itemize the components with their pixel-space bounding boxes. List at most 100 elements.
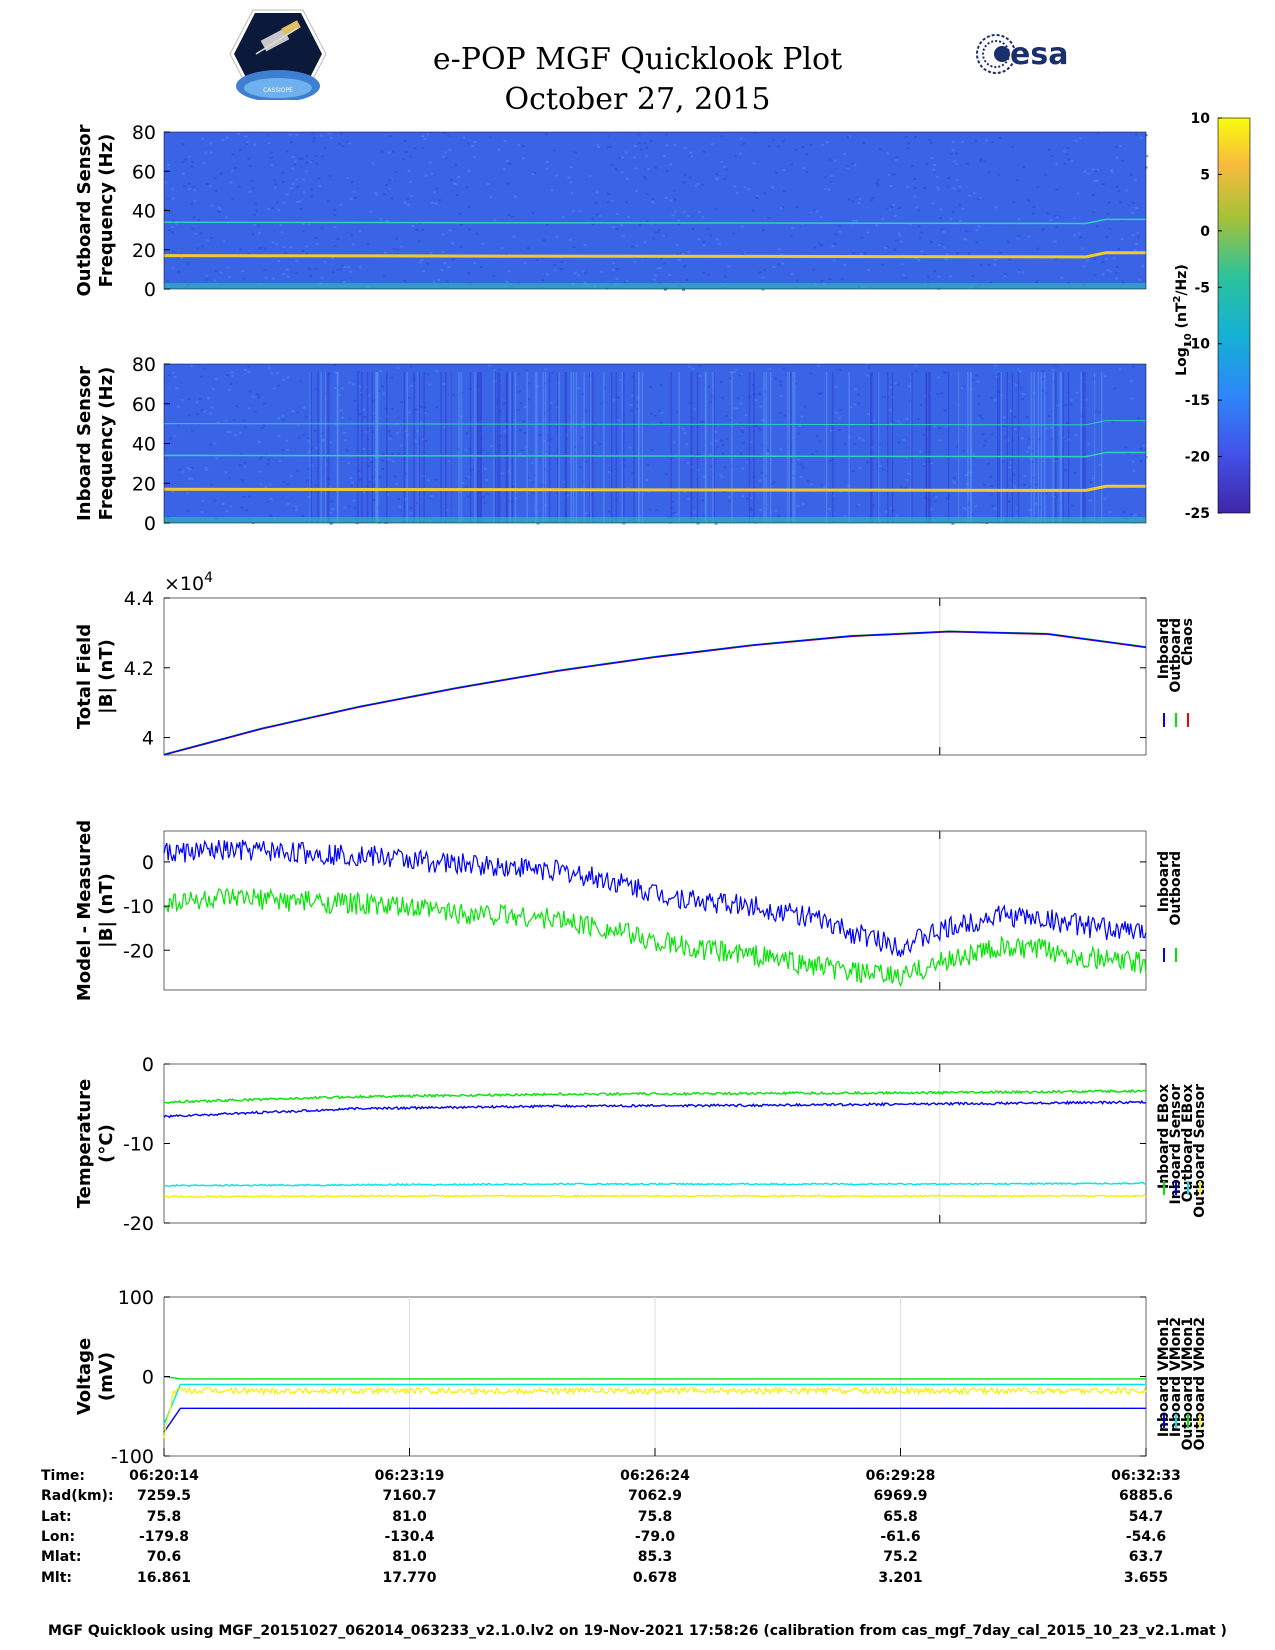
inboard-spectrogram-speckle [257, 440, 261, 443]
outboard-spectrogram-speckle [1115, 266, 1119, 269]
voltage-ytick-label: 100 [118, 1287, 154, 1309]
outboard-spectrogram-speckle [1136, 231, 1140, 234]
outboard-spectrogram-speckle [380, 150, 384, 153]
inboard-spectrogram-speckle [849, 406, 853, 409]
outboard-spectrogram-speckle [1101, 273, 1105, 276]
inboard-spectrogram-speckle [549, 453, 553, 456]
outboard-spectrogram-speckle [584, 271, 588, 274]
outboard-spectrogram-speckle [190, 160, 194, 163]
outboard-spectrogram-speckle [869, 199, 873, 202]
outboard-spectrogram-speckle [272, 179, 276, 182]
outboard-spectrogram-speckle [840, 277, 844, 280]
model-measured-ylabel-line2: |B| (nT) [96, 873, 117, 948]
inboard-spectrogram-speckle [856, 505, 860, 508]
inboard-spectrogram-speckle [407, 396, 411, 399]
inboard-spectrogram-speckle [1055, 457, 1059, 460]
inboard-spectrogram-streak [731, 372, 733, 523]
inboard-spectrogram-speckle [649, 412, 653, 415]
inboard-spectrogram-streak [534, 372, 537, 523]
outboard-spectrogram-speckle [847, 198, 851, 201]
inboard-spectrogram-streak [997, 372, 999, 523]
inboard-spectrogram-speckle [381, 459, 385, 462]
outboard-spectrogram-speckle [578, 210, 582, 213]
outboard-spectrogram-speckle [237, 132, 241, 135]
outboard-spectrogram-speckle [472, 156, 476, 159]
inboard-spectrogram-speckle [838, 368, 842, 371]
inboard-spectrogram-speckle [758, 479, 762, 482]
inboard-spectrogram-speckle [180, 399, 184, 402]
outboard-spectrogram-speckle [753, 132, 757, 135]
outboard-spectrogram-speckle [248, 165, 252, 168]
inboard-spectrogram-speckle [710, 442, 714, 445]
inboard-spectrogram-speckle [828, 460, 832, 463]
inboard-spectrogram-speckle [322, 438, 326, 441]
outboard-spectrogram-speckle [421, 228, 425, 231]
outboard-spectrogram-speckle [1107, 201, 1111, 204]
temperature-legend-label: Inboard EBox [1156, 1084, 1172, 1189]
outboard-spectrogram-speckle [542, 239, 546, 242]
outboard-spectrogram-speckle [245, 141, 249, 144]
outboard-spectrogram-speckle [645, 192, 649, 195]
outboard-spectrogram-speckle [275, 243, 279, 246]
inboard-spectrogram-speckle [282, 379, 286, 382]
outboard-spectrogram-speckle [1003, 273, 1007, 276]
outboard-spectrogram-speckle [248, 190, 252, 193]
outboard-spectrogram-speckle [975, 241, 979, 244]
inboard-spectrogram-streak [691, 372, 694, 523]
outboard-spectrogram-speckle [607, 134, 611, 137]
outboard-spectrogram-speckle [885, 152, 889, 155]
outboard-spectrogram-speckle [171, 267, 175, 270]
inboard-spectrogram-speckle [1111, 421, 1115, 424]
inboard-spectrogram-speckle [485, 453, 489, 456]
inboard-spectrogram-speckle [178, 468, 182, 471]
outboard-spectrogram-speckle [314, 155, 318, 158]
outboard-spectrogram-speckle [616, 267, 620, 270]
plot-date: October 27, 2015 [504, 82, 771, 117]
inboard-spectrogram-speckle [1130, 380, 1134, 383]
outboard-spectrogram-speckle [1086, 259, 1090, 262]
inboard-spectrogram-speckle [916, 418, 920, 421]
outboard-spectrogram-speckle [441, 233, 445, 236]
outboard-spectrogram-speckle [653, 166, 657, 169]
outboard-spectrogram-speckle [225, 136, 229, 139]
outboard-spectrogram-speckle [467, 206, 471, 209]
inboard-spectrogram-speckle [1037, 506, 1041, 509]
outboard-spectrogram-speckle [733, 185, 737, 188]
outboard-spectrogram-speckle [388, 187, 392, 190]
inboard-spectrogram-speckle [799, 475, 803, 478]
outboard-spectrogram-speckle [257, 247, 261, 250]
inboard-spectrogram-speckle [202, 410, 206, 413]
outboard-spectrogram-speckle [683, 173, 687, 176]
inboard-spectrogram-streak [570, 372, 572, 523]
outboard-spectrogram-speckle [171, 231, 175, 234]
inboard-spectrogram-speckle [391, 460, 395, 463]
inboard-spectrogram-speckle [809, 483, 813, 486]
outboard-spectrogram-speckle [701, 216, 705, 219]
inboard-spectrogram-speckle [329, 511, 333, 514]
outboard-spectrogram-speckle [503, 139, 507, 142]
outboard-spectrogram-speckle [1135, 243, 1139, 246]
inboard-spectrogram-speckle [465, 477, 469, 480]
outboard-spectrogram-speckle [333, 213, 337, 216]
outboard-spectrogram-speckle [920, 250, 924, 253]
inboard-spectrogram-speckle [281, 414, 285, 417]
outboard-spectrogram-speckle [647, 168, 651, 171]
inboard-spectrogram-speckle [1132, 469, 1136, 472]
outboard-spectrogram-speckle [720, 135, 724, 138]
outboard-spectrogram-speckle [328, 132, 332, 135]
outboard-spectrogram-speckle [253, 202, 257, 205]
outboard-spectrogram-speckle [205, 183, 209, 186]
outboard-spectrogram-speckle [929, 141, 933, 144]
outboard-spectrogram-speckle [990, 141, 994, 144]
inboard-spectrogram-ytick-label: 80 [132, 354, 156, 376]
inboard-spectrogram-speckle [685, 443, 689, 446]
inboard-spectrogram-streak [371, 372, 374, 523]
outboard-spectrogram-speckle [887, 173, 891, 176]
inboard-spectrogram-speckle [914, 370, 918, 373]
outboard-spectrogram-speckle [834, 233, 838, 236]
outboard-spectrogram-background [164, 132, 1146, 289]
inboard-spectrogram-streak [786, 372, 789, 523]
inboard-spectrogram-speckle [1012, 473, 1016, 476]
inboard-spectrogram-speckle [389, 434, 393, 437]
outboard-spectrogram-speckle [271, 207, 275, 210]
